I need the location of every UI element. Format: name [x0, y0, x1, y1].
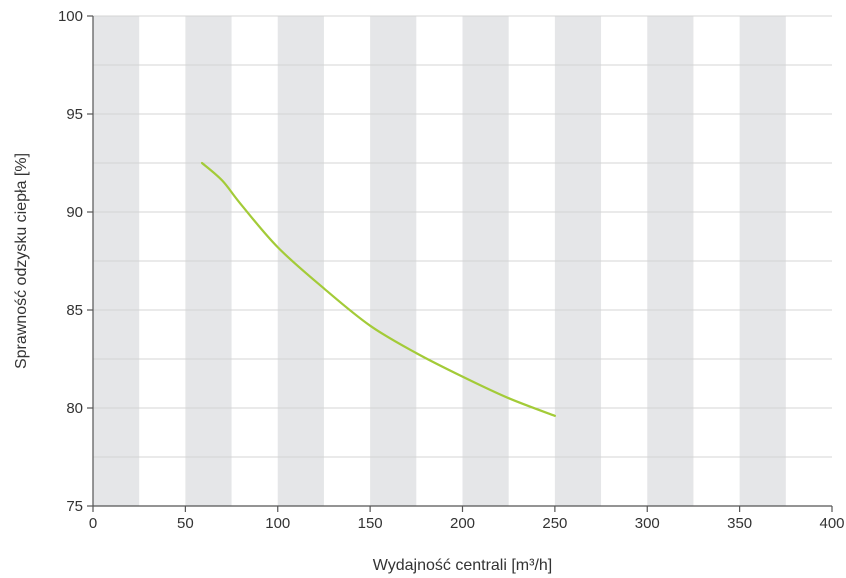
x-tick-label: 400	[819, 515, 844, 532]
x-tick-label: 150	[358, 515, 383, 532]
gridlines	[93, 15, 832, 458]
series-layer	[200, 161, 556, 417]
x-tick-label: 100	[265, 515, 290, 532]
x-tick-label: 300	[635, 515, 660, 532]
x-tick-label: 250	[542, 515, 567, 532]
y-tick-label: 90	[66, 204, 83, 221]
x-axis-title: Wydajność centrali [m³/h]	[373, 557, 552, 574]
y-tick-label: 85	[66, 302, 83, 319]
series-line	[200, 161, 556, 417]
tick-labels: 75 80 85 90 95 100 0 50 100 150 200 250 300 350 400	[58, 8, 845, 532]
x-tick-label: 50	[177, 515, 194, 532]
y-tick-label: 100	[58, 8, 83, 25]
y-axis-title: Sprawność odzysku ciepła [%]	[13, 153, 30, 369]
x-tick-label: 0	[89, 515, 97, 532]
x-tick-label: 200	[450, 515, 475, 532]
y-tick-label: 80	[66, 400, 83, 417]
x-tick-label: 350	[727, 515, 752, 532]
y-tick-label: 75	[66, 498, 83, 515]
axes	[87, 15, 833, 512]
y-tick-label: 95	[66, 106, 83, 123]
